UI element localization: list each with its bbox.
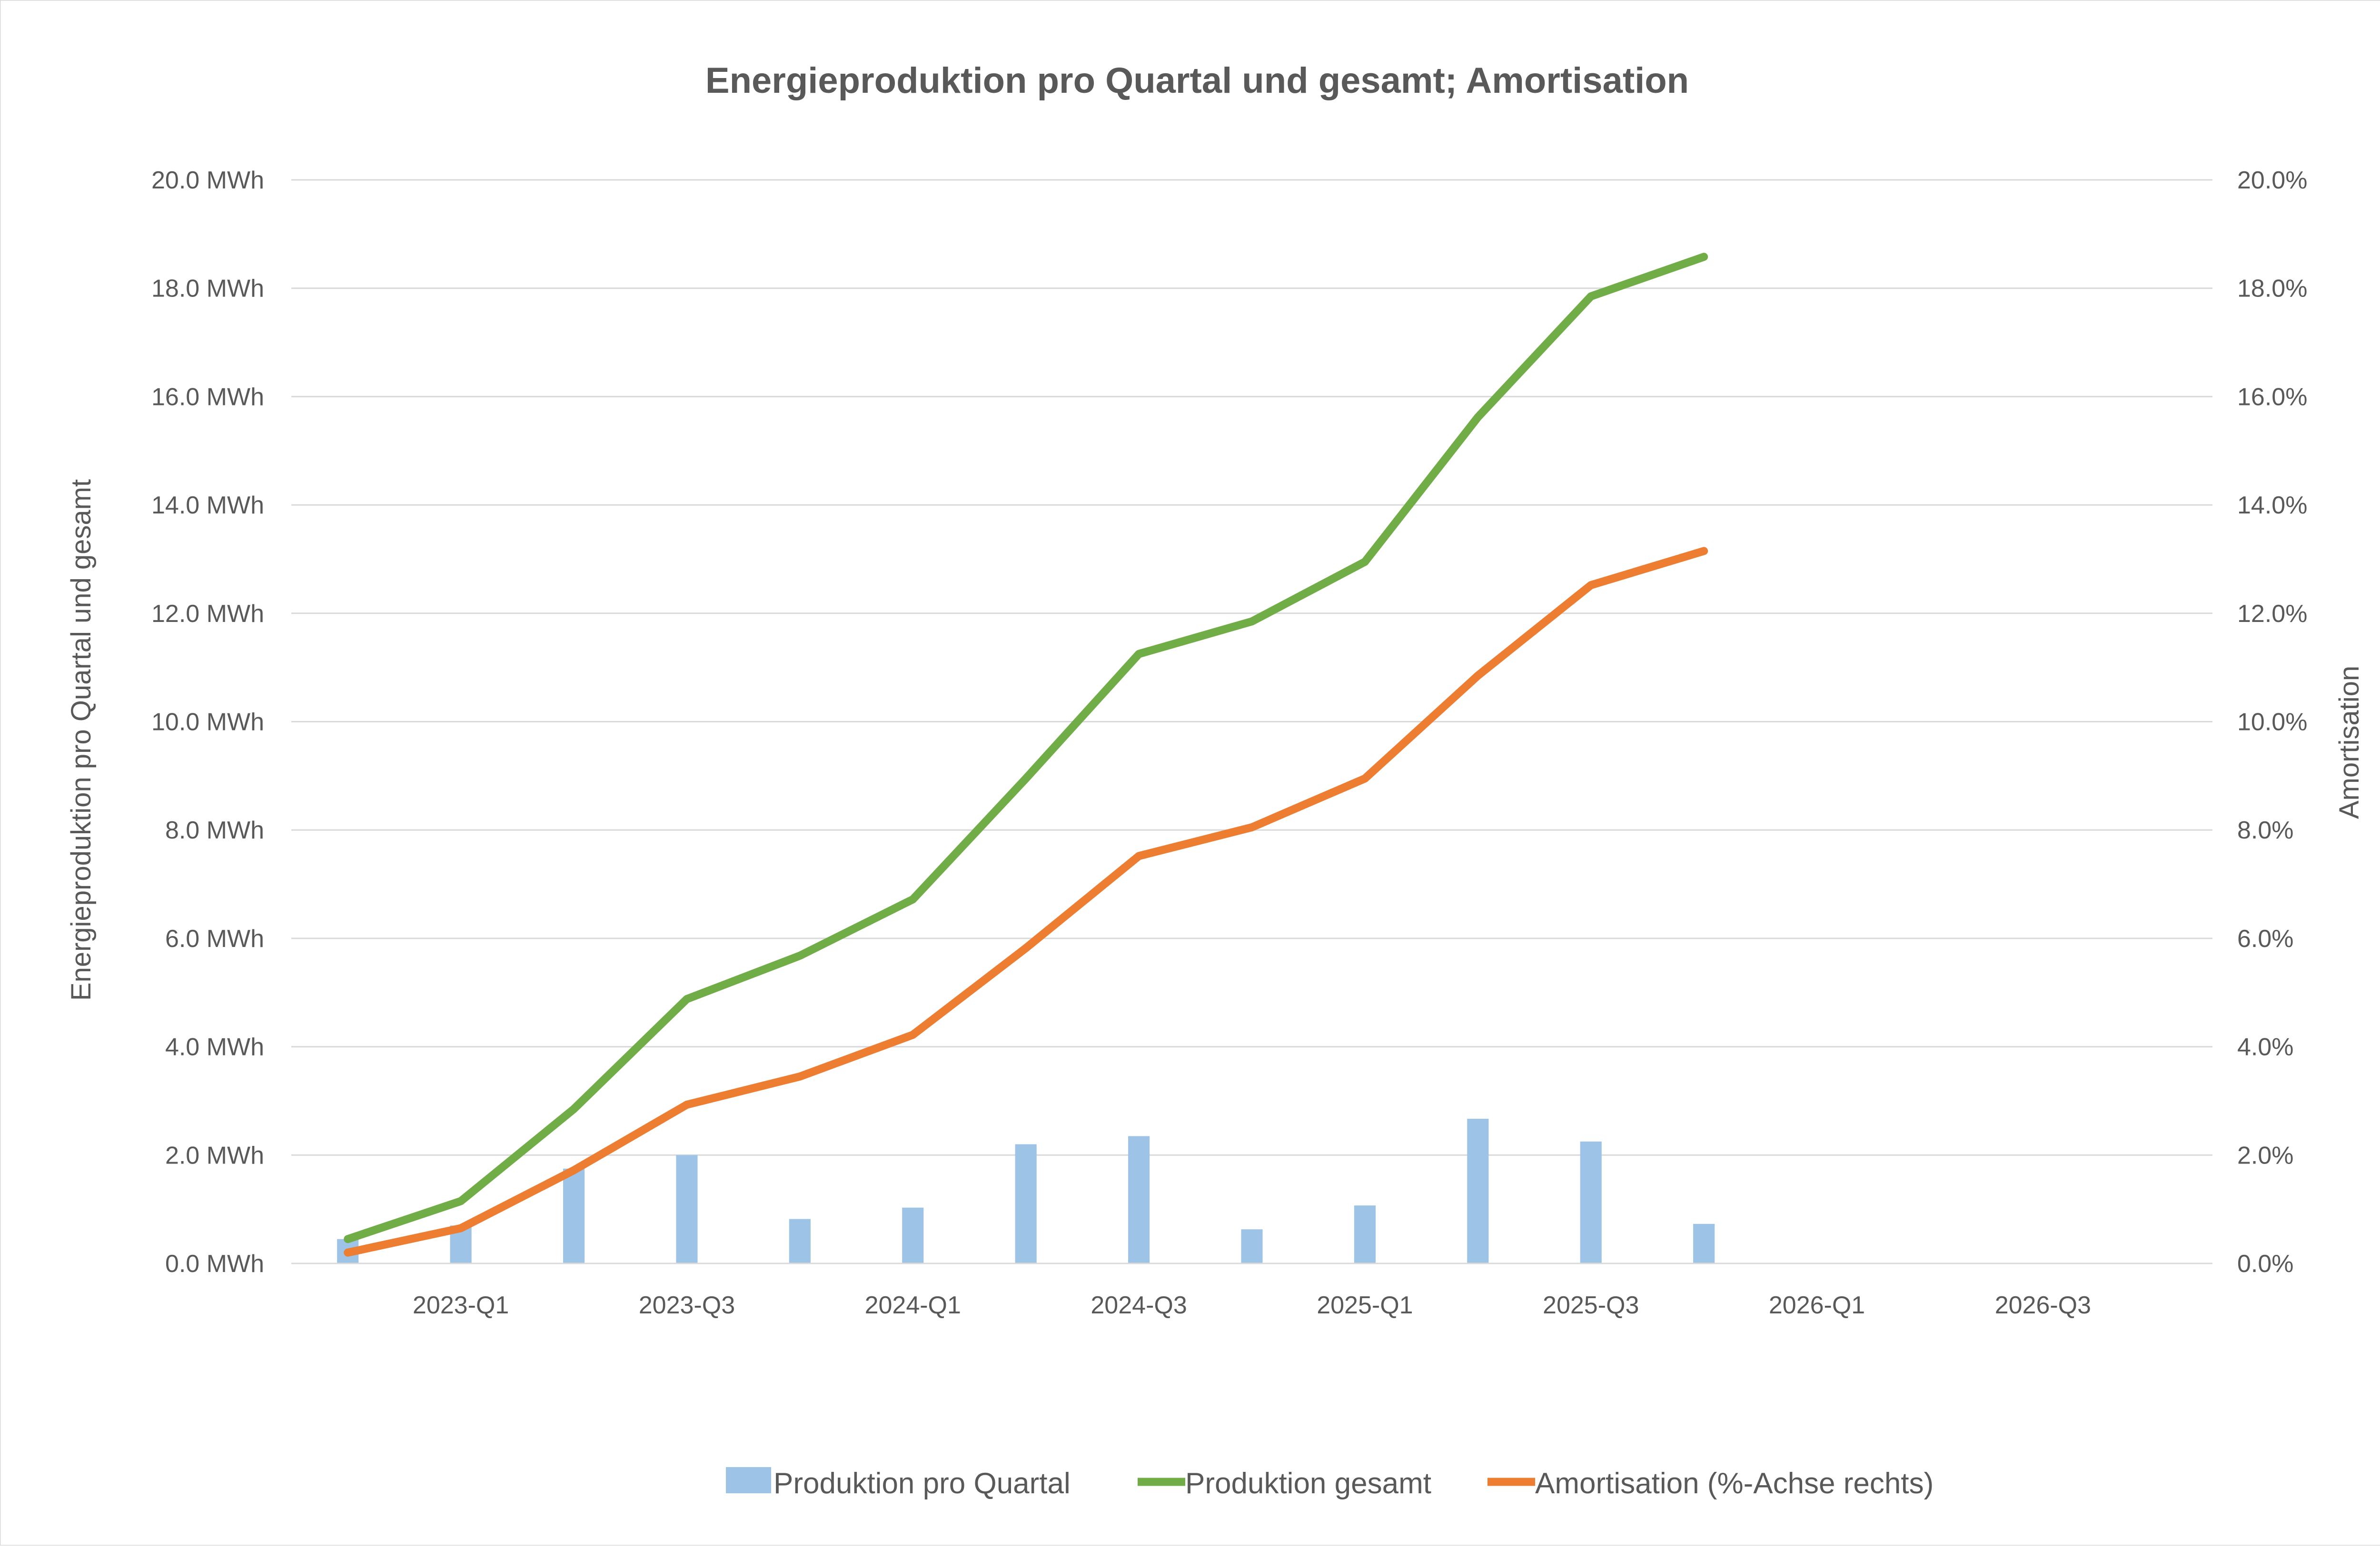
y-tick-label-right: 2.0% <box>2237 1142 2294 1169</box>
bar-produktion-pro-quartal <box>1241 1229 1263 1263</box>
x-tick-label: 2026-Q3 <box>1995 1292 2091 1319</box>
y-axis-right-title: Amortisation <box>2334 666 2365 819</box>
chart-title: Energieproduktion pro Quartal und gesamt… <box>705 60 1689 101</box>
y-tick-label-left: 0.0 MWh <box>165 1250 264 1278</box>
y-axis-left-title: Energieproduktion pro Quartal und gesamt <box>66 479 97 1001</box>
x-tick-label: 2024-Q3 <box>1091 1292 1187 1319</box>
bar-produktion-pro-quartal <box>1467 1119 1489 1263</box>
y-tick-label-right: 0.0% <box>2237 1250 2294 1278</box>
y-tick-label-left: 16.0 MWh <box>151 383 264 411</box>
bar-produktion-pro-quartal <box>676 1155 698 1263</box>
legend-label: Amortisation (%-Achse rechts) <box>1535 1467 1934 1500</box>
y-tick-label-right: 8.0% <box>2237 817 2294 844</box>
line-amortisation <box>344 547 1708 1257</box>
y-axis-right: 0.0% 2.0% 4.0% 6.0% 8.0% 10.0% 12.0% 14.0% 16.0%… <box>2237 167 2307 1278</box>
y-tick-label-right: 6.0% <box>2237 925 2294 953</box>
y-tick-label-right: 4.0% <box>2237 1034 2294 1061</box>
x-tick-label: 2024-Q1 <box>865 1292 961 1319</box>
y-tick-label-right: 16.0% <box>2237 383 2307 411</box>
y-tick-label-right: 14.0% <box>2237 492 2307 519</box>
y-tick-label-left: 20.0 MWh <box>151 167 264 194</box>
bar-produktion-pro-quartal <box>1693 1223 1715 1263</box>
y-tick-label-left: 2.0 MWh <box>165 1142 264 1169</box>
gridlines <box>291 179 2212 1264</box>
y-tick-label-left: 4.0 MWh <box>165 1034 264 1061</box>
bar-produktion-pro-quartal <box>902 1207 924 1263</box>
y-tick-label-right: 20.0% <box>2237 167 2307 194</box>
x-tick-label: 2026-Q1 <box>1769 1292 1865 1319</box>
y-tick-label-right: 12.0% <box>2237 600 2307 628</box>
bar-produktion-pro-quartal <box>563 1168 585 1263</box>
bar-produktion-pro-quartal <box>1354 1205 1376 1263</box>
line-produktion-gesamt <box>344 253 1708 1243</box>
y-tick-label-right: 10.0% <box>2237 709 2307 736</box>
y-tick-label-left: 10.0 MWh <box>151 709 264 736</box>
x-tick-label: 2023-Q3 <box>639 1292 735 1319</box>
bar-produktion-pro-quartal <box>1015 1144 1037 1263</box>
x-tick-label: 2023-Q1 <box>413 1292 509 1319</box>
legend-label: Produktion gesamt <box>1185 1467 1431 1500</box>
y-tick-label-right: 18.0% <box>2237 275 2307 303</box>
legend-label: Produktion pro Quartal <box>774 1467 1071 1500</box>
lines-layer <box>344 253 1708 1257</box>
y-tick-label-left: 18.0 MWh <box>151 275 264 303</box>
y-axis-left: 0.0 MWh 2.0 MWh 4.0 MWh 6.0 MWh 8.0 MWh 10.0 … <box>151 167 264 1278</box>
bar-produktion-pro-quartal <box>1128 1136 1150 1263</box>
legend: Produktion pro Quartal Produktion gesamt A… <box>726 1467 1934 1500</box>
x-tick-label: 2025-Q3 <box>1543 1292 1639 1319</box>
y-tick-label-left: 6.0 MWh <box>165 925 264 953</box>
y-tick-label-left: 14.0 MWh <box>151 492 264 519</box>
x-tick-label: 2025-Q1 <box>1317 1292 1413 1319</box>
x-axis: 2023-Q1 2023-Q3 2024-Q1 2024-Q3 2025-Q1 2025-… <box>291 1262 2212 1319</box>
bar-produktion-pro-quartal <box>1580 1141 1602 1263</box>
legend-swatch-bar <box>726 1467 771 1493</box>
bars-layer <box>337 1119 1715 1263</box>
bar-produktion-pro-quartal <box>789 1219 811 1263</box>
y-tick-label-left: 12.0 MWh <box>151 600 264 628</box>
y-tick-label-left: 8.0 MWh <box>165 817 264 844</box>
